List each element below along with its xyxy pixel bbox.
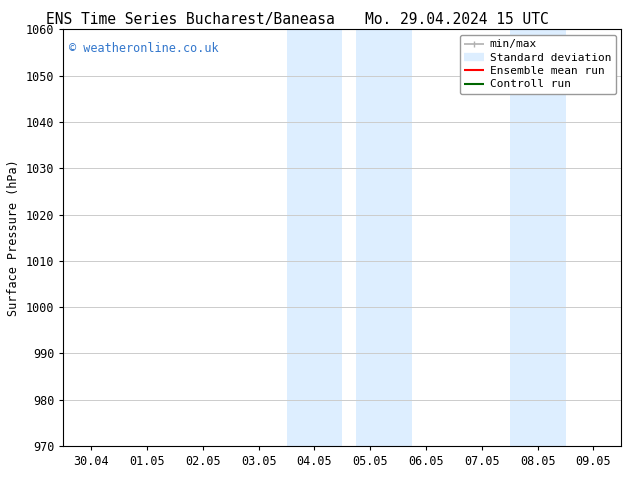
Bar	[287, 29, 342, 446]
Legend: min/max, Standard deviation, Ensemble mean run, Controll run: min/max, Standard deviation, Ensemble me…	[460, 35, 616, 94]
Y-axis label: Surface Pressure (hPa): Surface Pressure (hPa)	[8, 159, 20, 316]
Text: © weatheronline.co.uk: © weatheronline.co.uk	[69, 42, 219, 55]
Text: Mo. 29.04.2024 15 UTC: Mo. 29.04.2024 15 UTC	[365, 12, 548, 27]
Text: ENS Time Series Bucharest/Baneasa: ENS Time Series Bucharest/Baneasa	[46, 12, 335, 27]
Bar	[510, 29, 566, 446]
Bar	[356, 29, 412, 446]
